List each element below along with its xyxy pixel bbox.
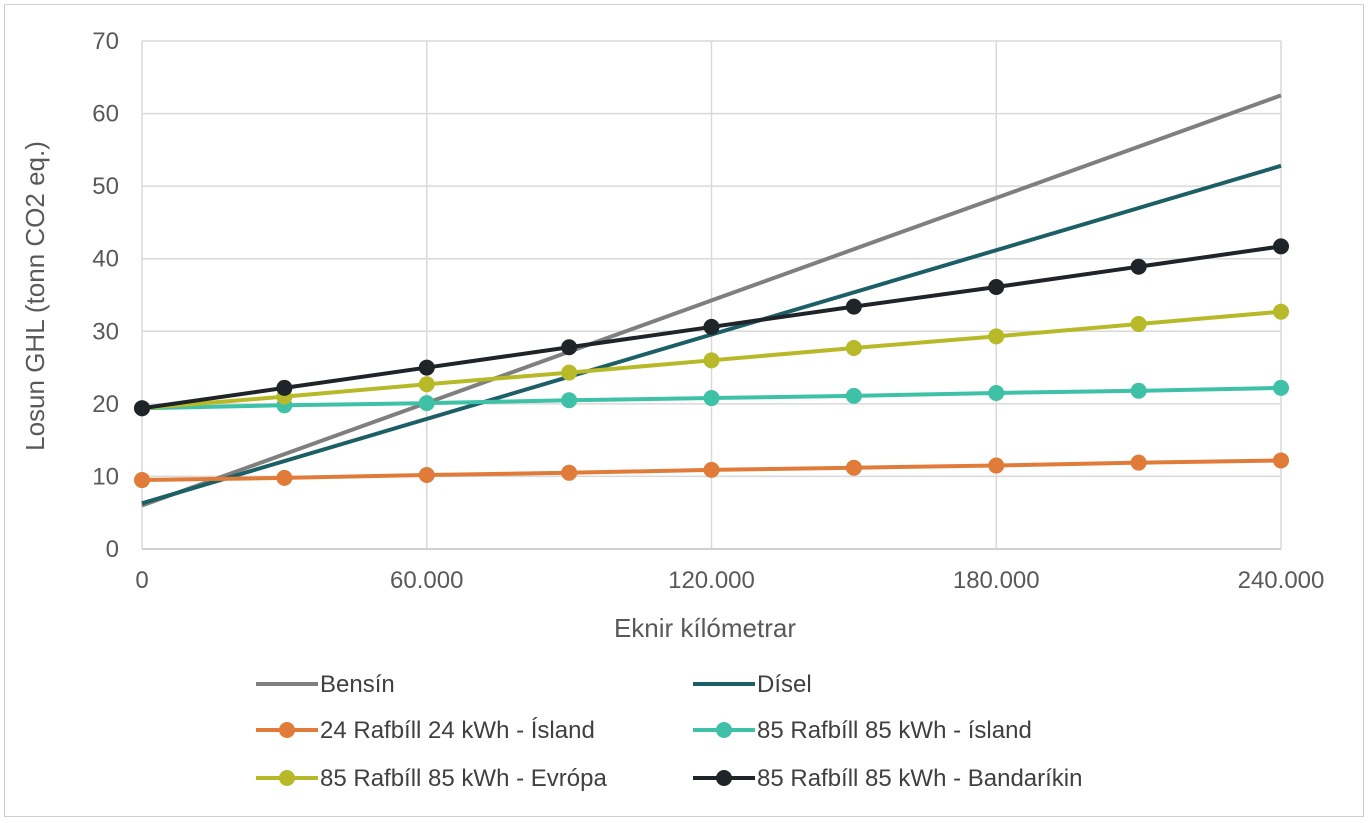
chart-frame [4, 4, 1364, 817]
data-point [845, 298, 862, 315]
data-point [561, 364, 578, 381]
data-point [1273, 452, 1289, 469]
series-0 [141, 93, 1282, 508]
series-4 [134, 303, 1289, 417]
data-point [418, 395, 435, 412]
y-tick-label: 10 [92, 463, 119, 490]
data-point [845, 459, 862, 476]
x-tick-label: 60.000 [390, 567, 463, 594]
legend: Bensín Dísel 24 Rafbíll 24 kWh - Ísland 85 … [256, 671, 1083, 792]
y-tick-label: 60 [92, 101, 119, 128]
data-point [1273, 379, 1289, 396]
legend-marker [279, 722, 295, 738]
data-point [988, 384, 1005, 401]
data-point [418, 376, 435, 393]
legend-marker [716, 722, 732, 738]
data-point [418, 359, 435, 376]
y-tick-label: 20 [92, 391, 119, 418]
data-point [1273, 238, 1289, 255]
data-point [845, 339, 862, 356]
y-axis-ticks: 0 10 20 30 40 50 60 70 [92, 28, 119, 563]
legend-item: 85 Rafbíll 85 kWh - ísland [693, 717, 1032, 744]
series-5 [134, 238, 1289, 417]
data-point [134, 472, 150, 489]
legend-label: 85 Rafbíll 85 kWh - Evrópa [320, 765, 607, 792]
legend-label: 85 Rafbíll 85 kWh - Bandaríkin [757, 765, 1083, 792]
x-tick-label: 120.000 [668, 567, 755, 594]
legend-item: 85 Rafbíll 85 kWh - Evrópa [256, 765, 607, 792]
data-point [703, 461, 720, 478]
data-point [1130, 316, 1147, 333]
data-point [1130, 454, 1147, 471]
data-point [988, 328, 1005, 345]
data-point [845, 387, 862, 404]
data-point [1130, 382, 1147, 399]
data-point [703, 318, 720, 335]
y-tick-label: 0 [106, 536, 119, 563]
data-point [988, 279, 1005, 296]
legend-marker [716, 770, 732, 786]
x-axis-ticks: 0 60.000 120.000 180.000 240.000 [135, 567, 1324, 594]
data-point [1130, 258, 1147, 275]
data-point [1273, 303, 1289, 320]
data-point [561, 464, 578, 481]
data-point [276, 379, 293, 396]
legend-label: Bensín [320, 671, 395, 698]
legend-item: Dísel [693, 671, 812, 698]
y-tick-label: 50 [92, 173, 119, 200]
x-tick-label: 0 [135, 567, 148, 594]
series-2 [134, 452, 1289, 489]
series-line [141, 93, 1282, 508]
y-axis-title: Losun GHL (tonn CO2 eq.) [20, 141, 50, 451]
data-point [703, 390, 720, 407]
data-point [561, 339, 578, 356]
x-tick-label: 240.000 [1238, 567, 1325, 594]
legend-marker [279, 770, 295, 786]
series-group [134, 93, 1289, 508]
y-tick-label: 70 [92, 28, 119, 55]
data-point [561, 392, 578, 409]
data-point [134, 400, 150, 417]
x-axis-title: Eknir kílómetrar [614, 613, 796, 643]
x-tick-label: 180.000 [953, 567, 1040, 594]
legend-label: Dísel [757, 671, 812, 698]
data-point [703, 352, 720, 369]
legend-item: Bensín [256, 671, 395, 698]
data-point [276, 469, 293, 486]
y-tick-label: 40 [92, 246, 119, 273]
data-point [988, 457, 1005, 474]
data-point [418, 466, 435, 483]
legend-label: 85 Rafbíll 85 kWh - ísland [757, 717, 1032, 744]
legend-item: 85 Rafbíll 85 kWh - Bandaríkin [693, 765, 1083, 792]
legend-label: 24 Rafbíll 24 kWh - Ísland [320, 717, 595, 744]
legend-item: 24 Rafbíll 24 kWh - Ísland [256, 717, 595, 744]
y-tick-label: 30 [92, 318, 119, 345]
